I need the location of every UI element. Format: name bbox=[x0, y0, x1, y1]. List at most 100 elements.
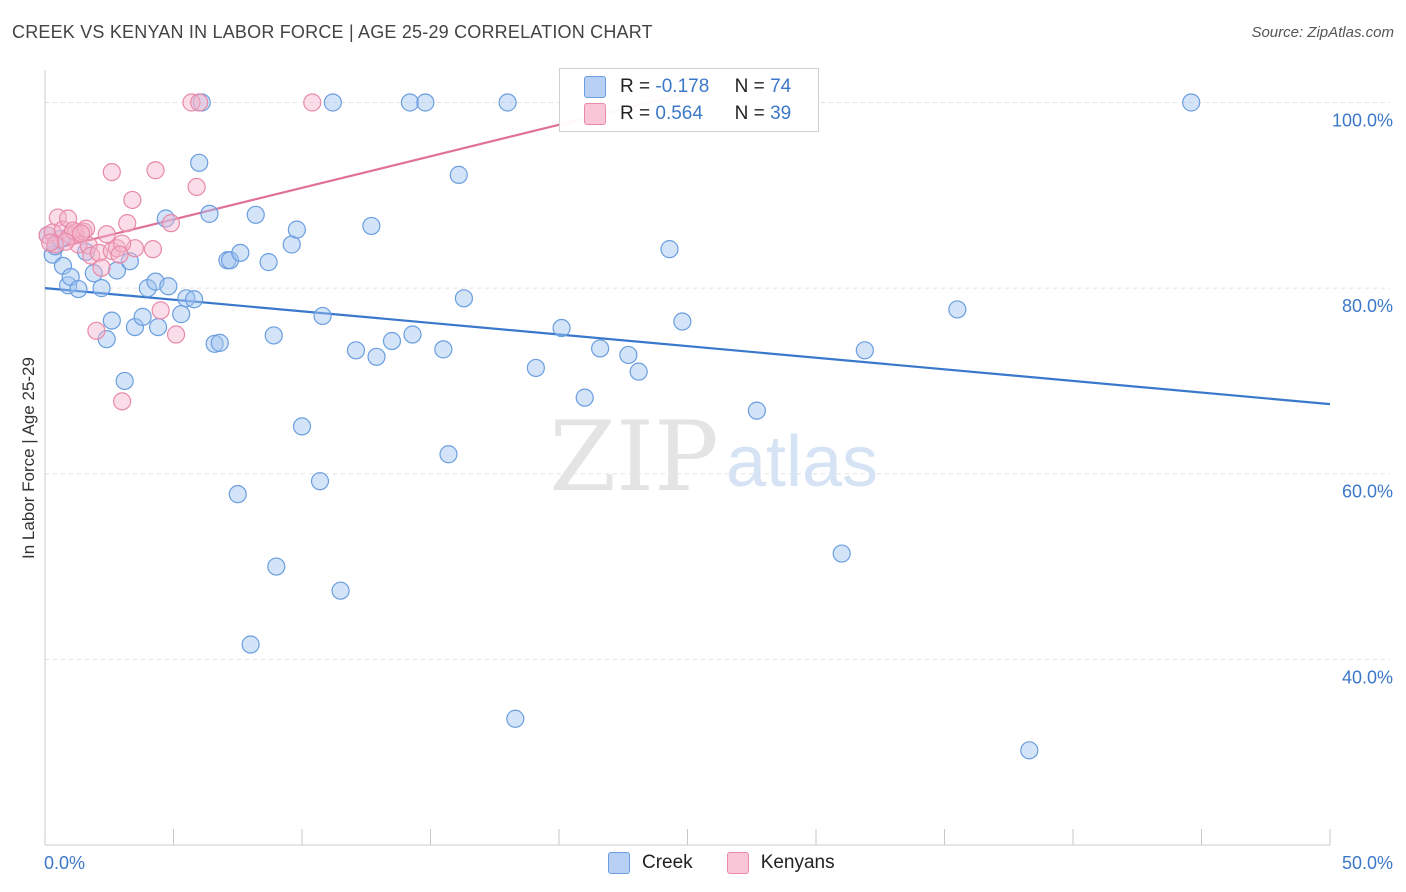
creek-point bbox=[125, 317, 145, 337]
creek-n-value: 74 bbox=[770, 76, 792, 97]
creek-point bbox=[382, 331, 402, 351]
creek-point bbox=[220, 251, 240, 270]
kenyan-point bbox=[146, 161, 165, 180]
creek-point bbox=[660, 240, 679, 259]
kenyan-point bbox=[87, 321, 106, 340]
r-label: R = bbox=[620, 76, 651, 97]
creek-point bbox=[115, 371, 134, 391]
creek-point bbox=[102, 311, 121, 330]
creek-point bbox=[506, 709, 525, 728]
kenyan-point bbox=[190, 93, 209, 112]
creek-point bbox=[591, 339, 610, 358]
kenyan-point bbox=[56, 232, 75, 251]
creek-point bbox=[498, 93, 517, 112]
creek-point bbox=[323, 93, 342, 112]
kenyans-n-value: 39 bbox=[770, 103, 792, 124]
kenyan-point bbox=[303, 93, 322, 112]
kenyan-point bbox=[112, 234, 132, 253]
creek-point bbox=[184, 290, 204, 309]
x-tick-label: 50.0% bbox=[1342, 853, 1393, 873]
creek-point bbox=[264, 326, 283, 345]
kenyan-point bbox=[166, 325, 186, 344]
legend-item-creek: Creek bbox=[608, 852, 693, 874]
kenyan-point bbox=[92, 258, 111, 277]
creek-swatch bbox=[584, 76, 606, 98]
y-tick-label: 60.0% bbox=[1342, 482, 1393, 502]
creek-point bbox=[948, 300, 967, 319]
creek-point bbox=[205, 334, 224, 353]
creek-point bbox=[454, 289, 474, 308]
creek-point bbox=[575, 388, 594, 407]
creek-legend-label: Creek bbox=[642, 852, 693, 873]
creek-point bbox=[439, 445, 458, 464]
source-label: Source: ZipAtlas.com bbox=[1251, 24, 1394, 41]
creek-point bbox=[403, 325, 422, 344]
watermark: ZIP atlas bbox=[549, 401, 878, 513]
creek-point bbox=[287, 220, 306, 239]
creek-point bbox=[855, 341, 874, 360]
watermark-atlas: atlas bbox=[726, 422, 878, 502]
creek-point bbox=[346, 341, 366, 360]
kenyan-point bbox=[187, 177, 206, 197]
creek-point bbox=[69, 279, 88, 299]
y-tick-label: 80.0% bbox=[1342, 296, 1393, 316]
creek-point bbox=[449, 165, 468, 184]
n-label: N = bbox=[734, 103, 765, 124]
creek-point bbox=[177, 289, 196, 308]
creek-point bbox=[526, 358, 545, 378]
creek-point bbox=[619, 345, 638, 365]
grid-lines bbox=[45, 101, 1390, 660]
creek-point bbox=[133, 307, 152, 326]
creek-point bbox=[259, 253, 278, 272]
creek-point bbox=[1182, 93, 1201, 112]
creek-legend-swatch bbox=[608, 852, 630, 874]
creek-point bbox=[148, 317, 168, 337]
creek-point bbox=[310, 472, 330, 491]
kenyan-point bbox=[71, 224, 91, 243]
kenyans-swatch bbox=[584, 103, 606, 125]
creek-point bbox=[400, 93, 420, 112]
kenyan-point bbox=[161, 214, 181, 233]
watermark-zip: ZIP bbox=[549, 401, 718, 513]
kenyan-point bbox=[102, 162, 121, 182]
x-tick-label: 0.0% bbox=[44, 853, 85, 873]
creek-point bbox=[673, 312, 692, 331]
creek-point bbox=[210, 333, 229, 352]
creek-point bbox=[747, 401, 766, 420]
creek-point bbox=[107, 261, 127, 280]
creek-point bbox=[267, 557, 286, 576]
creek-point bbox=[832, 544, 851, 563]
legend-row-creek: R = -0.178 N = 74 bbox=[584, 74, 791, 100]
kenyans-legend-label: Kenyans bbox=[760, 852, 835, 873]
creek-point bbox=[246, 205, 265, 224]
r-label: R = bbox=[620, 103, 651, 124]
creek-point bbox=[416, 93, 435, 112]
kenyan-point bbox=[118, 214, 137, 233]
creek-point bbox=[241, 635, 260, 654]
n-label: N = bbox=[734, 76, 765, 97]
kenyan-point bbox=[143, 240, 163, 259]
kenyan-point bbox=[41, 233, 60, 252]
series-legend: Creek Kenyans bbox=[608, 852, 869, 874]
kenyan-point bbox=[151, 301, 170, 320]
creek-point bbox=[313, 306, 332, 326]
stats-legend: R = -0.178 N = 74 R = 0.564 N = 39 bbox=[559, 68, 819, 132]
creek-point bbox=[200, 204, 219, 223]
axes bbox=[44, 70, 1331, 846]
kenyan-point bbox=[182, 93, 201, 112]
creek-point bbox=[629, 362, 648, 381]
y-tick-label: 100.0% bbox=[1332, 110, 1393, 130]
creek-point bbox=[228, 485, 247, 504]
tick-labels: 100.0% 80.0% 60.0% 40.0% 0.0% 50.0% bbox=[44, 110, 1393, 873]
creek-point bbox=[159, 277, 178, 296]
kenyan-point bbox=[112, 392, 132, 411]
kenyans-legend-swatch bbox=[726, 852, 749, 874]
creek-point bbox=[552, 318, 571, 338]
creek-point bbox=[292, 417, 312, 436]
kenyan-point bbox=[123, 190, 142, 210]
creek-point bbox=[367, 347, 386, 366]
chart-title: CREEK VS KENYAN IN LABOR FORCE | AGE 25-… bbox=[12, 22, 653, 42]
kenyans-r-value: 0.564 bbox=[655, 103, 703, 124]
creek-point bbox=[92, 279, 111, 298]
